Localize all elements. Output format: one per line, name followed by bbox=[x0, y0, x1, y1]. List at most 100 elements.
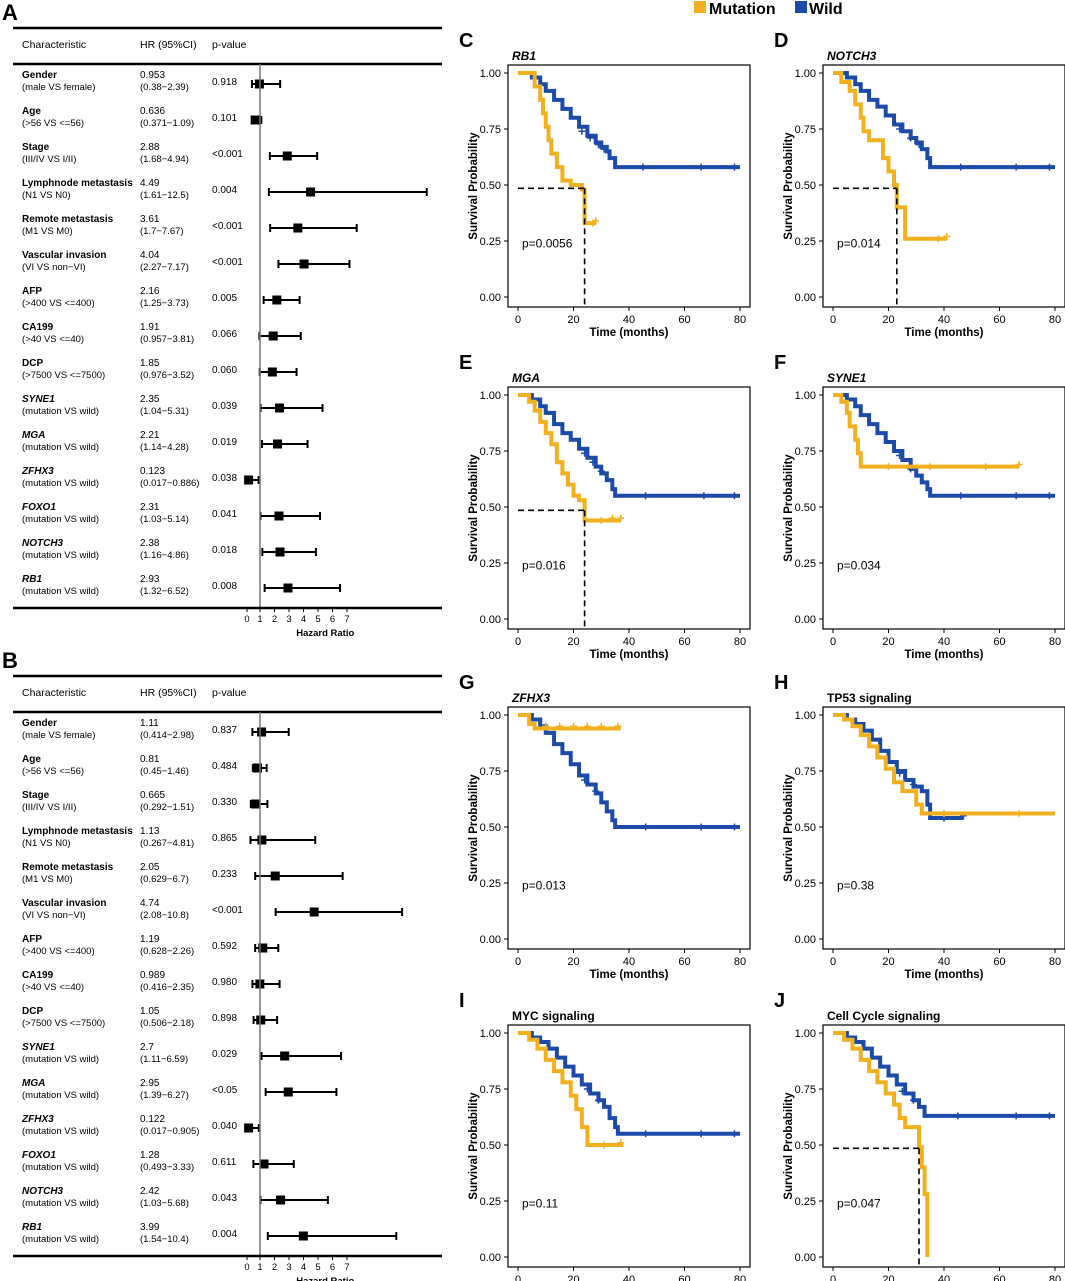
axis-tick-label: 5 bbox=[315, 614, 320, 625]
mutation-curve bbox=[518, 1031, 624, 1147]
panel-label: E bbox=[459, 352, 472, 374]
row-comparison: (mutation VS wild) bbox=[22, 514, 99, 525]
row-hr: 2.31 bbox=[140, 502, 160, 513]
row-name: CA199 bbox=[22, 970, 54, 981]
wild-censor-mark bbox=[594, 1096, 602, 1104]
row-hr: 2.93 bbox=[140, 574, 160, 585]
y-tick-label: 0.00 bbox=[795, 292, 816, 304]
y-tick-label: 0.75 bbox=[795, 124, 816, 136]
row-pvalue: <0.001 bbox=[212, 221, 243, 232]
p-value: p=0.38 bbox=[837, 879, 874, 893]
row-pvalue: 0.029 bbox=[212, 1049, 237, 1060]
y-tick-label: 0.25 bbox=[480, 878, 501, 890]
row-name: Remote metastasis bbox=[22, 862, 114, 873]
y-tick-label: 0.25 bbox=[480, 558, 501, 570]
mutation-censor-mark bbox=[542, 722, 550, 730]
p-value: p=0.013 bbox=[522, 879, 566, 893]
row-comparison: (N1 VS N0) bbox=[22, 190, 71, 201]
mutation-censor-mark bbox=[556, 722, 564, 730]
km-plots: C RB1 0.00 0.25 0.50 0.75 1.00 0 20 40 60 80 Time (m… bbox=[459, 30, 1065, 1281]
row-hr: 0.665 bbox=[140, 790, 165, 801]
x-tick-label: 40 bbox=[623, 636, 635, 648]
wild-censor-mark bbox=[957, 492, 965, 500]
wild-censor-mark bbox=[586, 134, 594, 142]
hr-marker bbox=[282, 151, 292, 161]
row-hr: 0.123 bbox=[140, 466, 165, 477]
row-pvalue: 0.043 bbox=[212, 1193, 237, 1204]
wild-censor-mark bbox=[589, 458, 597, 466]
row-pvalue: 0.865 bbox=[212, 833, 237, 844]
row-name: Gender bbox=[22, 70, 57, 81]
axis-tick-label: 5 bbox=[315, 1262, 320, 1273]
wild-censor-mark bbox=[578, 127, 586, 135]
row-pvalue: 0.233 bbox=[212, 869, 237, 880]
row-comparison: (mutation VS wild) bbox=[22, 1090, 99, 1101]
legend-swatch-mutation bbox=[694, 1, 706, 13]
y-tick-label: 0.00 bbox=[795, 1252, 816, 1264]
row-pvalue: 0.038 bbox=[212, 473, 237, 484]
mutation-censor-mark bbox=[597, 722, 605, 730]
row-name: DCP bbox=[22, 358, 43, 369]
x-axis-title: Time (months) bbox=[589, 969, 668, 981]
km-panel-c: C RB1 0.00 0.25 0.50 0.75 1.00 0 20 40 60 80 Time (m… bbox=[459, 30, 751, 339]
row-hr: 1.85 bbox=[140, 358, 160, 369]
row-comparison: (VI VS non−VI) bbox=[22, 262, 86, 273]
axis-tick-label: 4 bbox=[301, 1262, 306, 1273]
axis-tick-label: 7 bbox=[344, 614, 349, 625]
x-tick-label: 20 bbox=[567, 314, 579, 326]
row-name: FOXO1 bbox=[22, 1150, 56, 1161]
row-pvalue: <0.001 bbox=[212, 905, 243, 916]
wild-censor-mark bbox=[896, 451, 904, 459]
row-hr: 2.05 bbox=[140, 862, 160, 873]
row-pvalue: 0.611 bbox=[212, 1157, 237, 1168]
row-comparison: (>40 VS <=40) bbox=[22, 334, 84, 345]
row-hr: 3.99 bbox=[140, 1222, 160, 1233]
header-hr: HR (95%CI) bbox=[140, 39, 197, 51]
wild-censor-mark bbox=[1045, 1112, 1053, 1120]
plot-title: Cell Cycle signaling bbox=[827, 1009, 940, 1023]
y-tick-label: 0.75 bbox=[795, 1084, 816, 1096]
plot-title: MGA bbox=[512, 371, 540, 385]
row-comparison: (mutation VS wild) bbox=[22, 550, 99, 561]
axis-tick-label: 0 bbox=[244, 614, 249, 625]
mutation-censor-mark bbox=[583, 722, 591, 730]
panel-label-a: A bbox=[2, 0, 18, 25]
mutation-censor-mark bbox=[934, 235, 942, 243]
hr-marker bbox=[244, 1123, 254, 1133]
y-tick-label: 0.75 bbox=[480, 446, 501, 458]
legend-label-wild: Wild bbox=[809, 1, 843, 18]
km-panel-h: H TP53 signaling 0.00 0.25 0.50 0.75 1.00 0 20 40… bbox=[774, 672, 1065, 981]
row-hr: 2.38 bbox=[140, 538, 160, 549]
row-name: SYNE1 bbox=[22, 394, 55, 405]
row-name: ZFHX3 bbox=[21, 1114, 54, 1125]
row-comparison: (III/IV VS I/II) bbox=[22, 154, 76, 165]
row-comparison: (>56 VS <=56) bbox=[22, 118, 84, 129]
p-value: p=0.0056 bbox=[522, 237, 573, 251]
row-ci: (1.25−3.73) bbox=[140, 298, 189, 309]
y-tick-label: 0.25 bbox=[795, 236, 816, 248]
mutation-censor-mark bbox=[940, 810, 948, 818]
p-value: p=0.047 bbox=[837, 1197, 881, 1211]
row-ci: (1.03−5.68) bbox=[140, 1198, 189, 1209]
row-pvalue: 0.060 bbox=[212, 365, 237, 376]
plot-title: MYC signaling bbox=[512, 1009, 595, 1023]
wild-curve bbox=[518, 1031, 740, 1136]
hr-marker bbox=[283, 1087, 293, 1097]
axis-tick-label: 1 bbox=[257, 614, 262, 625]
km-panel-j: J Cell Cycle signaling 0.00 0.25 0.50 0.75 1.0… bbox=[774, 990, 1065, 1281]
row-comparison: (mutation VS wild) bbox=[22, 406, 99, 417]
hr-marker bbox=[250, 115, 260, 125]
row-hr: 1.13 bbox=[140, 826, 160, 837]
wild-censor-mark bbox=[697, 1130, 705, 1138]
axis-tick-label: 3 bbox=[286, 1262, 291, 1273]
wild-censor-mark bbox=[1045, 163, 1053, 171]
row-comparison: (mutation VS wild) bbox=[22, 1162, 99, 1173]
row-pvalue: 0.004 bbox=[212, 185, 237, 196]
row-hr: 2.88 bbox=[140, 142, 160, 153]
row-hr: 3.61 bbox=[140, 214, 160, 225]
legend-swatch-wild bbox=[795, 1, 807, 13]
row-ci: (0.017−0.886) bbox=[140, 478, 199, 489]
hr-marker bbox=[267, 367, 277, 377]
